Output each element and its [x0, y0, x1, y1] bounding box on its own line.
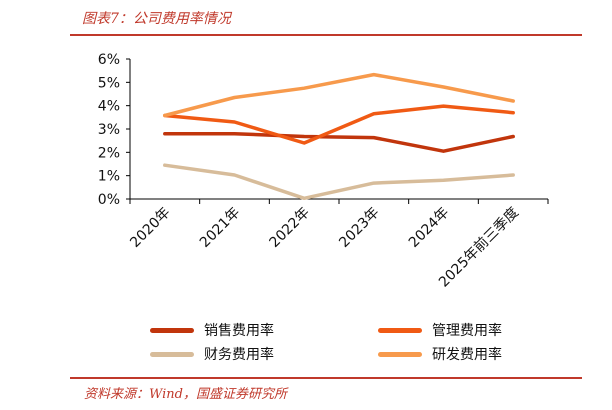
legend-label: 管理费用率: [432, 323, 502, 339]
legend-item: 研发费用率: [378, 344, 502, 364]
x-tick-label: 2020年: [127, 205, 173, 251]
y-tick-label: 4%: [98, 99, 120, 115]
legend-label: 研发费用率: [432, 347, 502, 363]
series-line: [163, 163, 515, 201]
top-rule: [70, 34, 582, 36]
legend-swatch: [150, 351, 194, 357]
legend-swatch: [378, 351, 422, 357]
legend: 销售费用率 管理费用率财务费用率 研发费用率: [150, 320, 550, 364]
y-tick-label: 0%: [98, 192, 120, 208]
series-line: [163, 72, 515, 118]
y-tick-label: 1%: [98, 169, 120, 185]
y-tick-label: 2%: [98, 145, 120, 161]
legend-label: 销售费用率: [204, 323, 274, 339]
x-tick-label: 2024年: [406, 205, 452, 251]
x-tick-label: 2023年: [336, 205, 382, 251]
legend-label: 财务费用率: [204, 347, 274, 363]
legend-swatch: [150, 327, 194, 333]
legend-item: 财务费用率: [150, 344, 274, 364]
source-note: 资料来源：Wind，国盛证券研究所: [84, 387, 287, 402]
figure-title: 图表7：公司费用率情况: [82, 11, 231, 27]
series-line: [163, 104, 515, 145]
legend-item: 管理费用率: [378, 320, 502, 340]
legend-item: 销售费用率: [150, 320, 274, 340]
y-tick-label: 3%: [98, 122, 120, 138]
x-tick-label: 2021年: [197, 205, 243, 251]
y-tick-label: 5%: [98, 75, 120, 91]
x-tick-label: 2022年: [267, 205, 313, 251]
bottom-rule: [70, 377, 582, 379]
series-line: [163, 131, 515, 153]
y-tick-label: 6%: [98, 52, 120, 68]
legend-swatch: [378, 327, 422, 333]
